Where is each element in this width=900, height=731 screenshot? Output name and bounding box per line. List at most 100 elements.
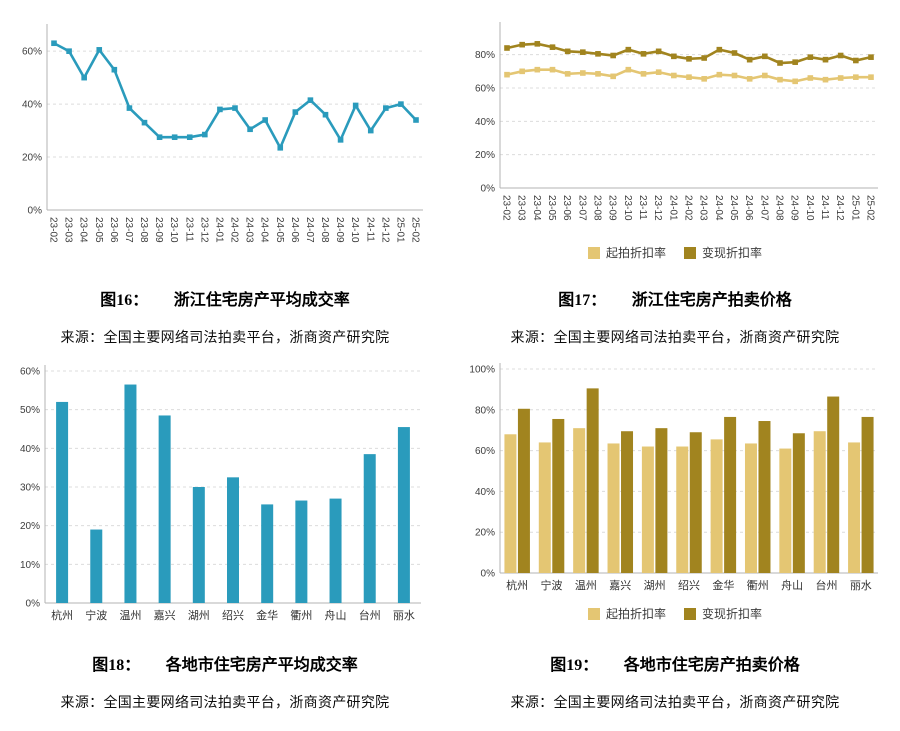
svg-text:23-08: 23-08 [138,217,149,243]
svg-text:24-04: 24-04 [713,195,724,221]
figure-18-title-text: 各地市住宅房产平均成交率 [165,657,358,674]
svg-text:金华: 金华 [712,578,734,592]
chart-legend: 起拍折扣率 变现折扣率 [587,244,762,261]
svg-text:24-11: 24-11 [364,217,375,242]
svg-text:嘉兴: 嘉兴 [154,608,176,622]
svg-text:40%: 40% [22,100,42,111]
svg-text:23-08: 23-08 [592,195,603,221]
legend-label: 起拍折扣率 [605,246,666,260]
figure-18: 0% 10% 20% 30% 40% 50% 60% 杭州 宁波 温州 嘉兴 湖州 绍兴 金华 衢州 舟山 台州… [0,359,450,731]
figure-16-number: 图16： [100,292,149,309]
svg-text:衢州: 衢州 [290,609,312,622]
figure-19-caption: 图19： 各地市住宅房产拍卖价格 [550,651,800,675]
svg-text:金华: 金华 [256,608,278,622]
legend-label: 变现折扣率 [702,607,763,621]
legend-swatch-icon [684,246,696,259]
figure-16-title-text: 浙江住宅房产平均成交率 [173,292,350,309]
svg-text:24-02: 24-02 [683,195,694,221]
figure-19-source: 来源：全国主要网络司法拍卖平台，浙商资产研究院 [510,696,840,711]
svg-text:0%: 0% [481,569,496,580]
chart-legend: 起拍折扣率 变现折扣率 [587,605,762,622]
svg-text:50%: 50% [20,405,40,416]
legend-item: 变现折扣率 [684,605,762,622]
svg-text:24-09: 24-09 [789,195,800,221]
svg-text:20%: 20% [22,153,42,164]
svg-text:23-02: 23-02 [48,217,59,243]
svg-text:23-07: 23-07 [123,217,134,243]
svg-text:丽水: 丽水 [850,579,872,592]
svg-text:23-11: 23-11 [637,195,648,220]
svg-text:23-04: 23-04 [531,195,542,221]
legend-item: 变现折扣率 [684,244,762,261]
svg-text:24-07: 24-07 [304,217,315,243]
bar-chart-city-transaction-rate: 0% 10% 20% 30% 40% 50% 60% 杭州 宁波 温州 嘉兴 湖州 绍兴 金华 衢州 舟山 台州… [13,359,437,635]
svg-text:温州: 温州 [119,609,141,622]
svg-text:24-05: 24-05 [728,195,739,221]
svg-text:30%: 30% [20,483,40,494]
svg-text:绍兴: 绍兴 [222,608,244,622]
bar-chart-svg: 0% 10% 20% 30% 40% 50% 60% 杭州 宁波 温州 嘉兴 湖州 绍兴 金华 衢州 舟山 台州… [20,365,421,622]
legend-swatch-icon [587,607,600,620]
svg-text:24-12: 24-12 [834,195,845,221]
figure-16: 0% 20% 40% 60% 23-02 23-03 23-04 23-05 23-06 23-0… [0,14,450,359]
figure-19: 0% 20% 40% 60% 80% 100% 杭州 宁波 温州 嘉兴 湖州 绍兴 金华 衢州 舟山 台州 丽水… [450,359,900,731]
svg-text:湖州: 湖州 [644,579,666,592]
svg-text:25-02: 25-02 [410,217,421,243]
svg-text:24-10: 24-10 [804,195,815,221]
svg-text:23-02: 23-02 [501,195,512,221]
svg-text:100%: 100% [469,365,495,376]
svg-text:25-02: 25-02 [865,195,876,221]
svg-text:杭州: 杭州 [506,578,528,592]
svg-text:湖州: 湖州 [188,609,210,622]
svg-text:24-07: 24-07 [758,195,769,221]
svg-text:台州: 台州 [815,578,837,592]
svg-text:24-03: 24-03 [244,217,255,243]
legend-swatch-icon [587,246,600,259]
figure-16-caption: 图16： 浙江住宅房产平均成交率 [100,286,350,310]
svg-text:23-05: 23-05 [546,195,557,221]
svg-text:23-03: 23-03 [63,217,74,243]
svg-text:25-01: 25-01 [394,217,405,243]
svg-text:60%: 60% [475,446,495,457]
svg-text:20%: 20% [475,150,495,161]
figure-17-title-text: 浙江住宅房产拍卖价格 [631,292,792,309]
svg-text:0%: 0% [28,206,43,217]
svg-text:24-08: 24-08 [774,195,785,221]
svg-text:24-11: 24-11 [819,195,830,220]
svg-text:80%: 80% [475,50,495,61]
svg-text:24-08: 24-08 [319,217,330,243]
legend-item: 起拍折扣率 [587,244,666,261]
figure-19-number: 图19： [550,657,599,674]
svg-text:23-03: 23-03 [516,195,527,221]
svg-text:24-09: 24-09 [334,217,345,243]
svg-text:20%: 20% [20,521,40,532]
legend-item: 起拍折扣率 [587,605,666,622]
figure-17-caption: 图17： 浙江住宅房产拍卖价格 [558,286,792,310]
svg-text:24-05: 24-05 [274,217,285,243]
svg-text:衢州: 衢州 [747,579,769,592]
svg-text:23-06: 23-06 [108,217,119,243]
svg-text:40%: 40% [20,444,40,455]
bar-chart-svg: 0% 20% 40% 60% 80% 100% 杭州 宁波 温州 嘉兴 湖州 绍兴 金华 衢州 舟山 台州 丽水 [469,363,878,592]
svg-text:丽水: 丽水 [393,609,415,622]
svg-text:23-12: 23-12 [198,217,209,243]
svg-text:60%: 60% [20,367,40,378]
svg-text:嘉兴: 嘉兴 [609,578,631,592]
svg-text:台州: 台州 [359,608,381,622]
svg-text:舟山: 舟山 [781,578,803,592]
svg-text:10%: 10% [20,560,40,571]
svg-text:绍兴: 绍兴 [678,578,700,592]
svg-text:舟山: 舟山 [325,608,347,622]
svg-text:宁波: 宁波 [541,578,563,592]
figure-18-caption: 图18： 各地市住宅房产平均成交率 [92,651,358,675]
svg-text:24-12: 24-12 [379,217,390,243]
svg-text:温州: 温州 [575,579,597,592]
figure-16-source: 来源：全国主要网络司法拍卖平台，浙商资产研究院 [60,331,390,346]
svg-text:60%: 60% [22,47,42,58]
svg-text:24-06: 24-06 [743,195,754,221]
line-chart-svg: 0% 20% 40% 60% 23-02 23-03 23-04 23-05 23-06 23-0… [22,24,423,243]
svg-text:23-12: 23-12 [652,195,663,221]
svg-text:24-10: 24-10 [349,217,360,243]
svg-text:23-10: 23-10 [622,195,633,221]
